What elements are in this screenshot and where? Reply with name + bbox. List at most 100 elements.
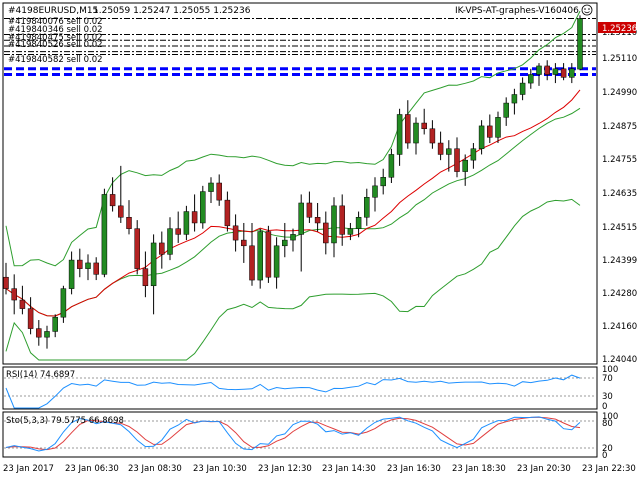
rsi-line bbox=[5, 374, 581, 409]
candle-body bbox=[511, 94, 518, 104]
candle-body bbox=[232, 225, 239, 241]
stoch-panel[interactable] bbox=[2, 411, 598, 458]
candle-body bbox=[249, 245, 255, 281]
ohlc-label: 1.25059 1.25247 1.25055 1.25236 bbox=[93, 6, 251, 16]
candle-body bbox=[134, 228, 140, 269]
candle-body bbox=[487, 125, 493, 138]
candle-body bbox=[290, 234, 296, 241]
smiley-icon[interactable] bbox=[581, 4, 593, 16]
stoch-signal-line bbox=[5, 416, 581, 451]
candle-body bbox=[85, 262, 91, 269]
expert-name: IK-VPS-AT-graphes-V160406 bbox=[455, 6, 579, 16]
candle-body bbox=[167, 228, 173, 255]
candle-body bbox=[396, 114, 403, 155]
candle-body bbox=[142, 268, 149, 287]
time-tick: 23 Jan 16:30 bbox=[387, 464, 441, 474]
candle-body bbox=[27, 308, 34, 329]
candle-body bbox=[11, 288, 17, 301]
candle-body bbox=[118, 205, 124, 218]
candle-body bbox=[503, 102, 509, 118]
candle-body bbox=[454, 148, 460, 172]
candle-body bbox=[388, 154, 395, 178]
price-tick: 1.24515 bbox=[602, 223, 637, 233]
price-tick: 1.24635 bbox=[602, 189, 637, 199]
price-tick: 1.24990 bbox=[602, 88, 637, 98]
candle-body bbox=[560, 68, 567, 78]
candle-body bbox=[536, 65, 542, 75]
rsi-tick: 0 bbox=[602, 402, 607, 412]
candle-body bbox=[495, 117, 501, 138]
candle-body bbox=[569, 68, 575, 78]
stoch-main-line bbox=[5, 416, 581, 452]
candle-body bbox=[380, 177, 386, 187]
candle-body bbox=[60, 288, 67, 318]
candle-body bbox=[429, 128, 436, 144]
candle-body bbox=[77, 259, 83, 269]
candle-body bbox=[306, 202, 313, 218]
candle-body bbox=[413, 122, 419, 144]
candle-body bbox=[314, 217, 321, 224]
time-tick: 23 Jan 2017 bbox=[3, 464, 54, 474]
candle-body bbox=[265, 231, 272, 278]
candle-body bbox=[19, 299, 26, 309]
candle-body bbox=[421, 122, 427, 130]
candle-body bbox=[257, 231, 263, 281]
candle-body bbox=[552, 68, 559, 75]
candle-body bbox=[224, 199, 231, 227]
candle-body bbox=[183, 211, 190, 235]
candle-body bbox=[372, 185, 378, 198]
time-axis: 23 Jan 2017 23 Jan 06:30 23 Jan 08:30 23… bbox=[3, 464, 636, 474]
candle-body bbox=[331, 205, 337, 244]
candle-body bbox=[200, 191, 206, 224]
time-tick: 23 Jan 08:30 bbox=[128, 464, 182, 474]
current-price-marker bbox=[598, 22, 636, 33]
time-tick: 23 Jan 06:30 bbox=[65, 464, 119, 474]
candle-body bbox=[282, 239, 288, 247]
time-tick: 23 Jan 22:30 bbox=[582, 464, 636, 474]
order-label: #419840475 sell 0.02 bbox=[8, 33, 103, 43]
candle-body bbox=[446, 148, 452, 155]
candle-body bbox=[577, 18, 583, 70]
candle-body bbox=[68, 259, 75, 289]
candle-body bbox=[216, 182, 222, 201]
candle-body bbox=[347, 228, 354, 235]
price-tick: 1.24160 bbox=[602, 322, 637, 332]
candle-body bbox=[405, 114, 411, 144]
time-tick: 23 Jan 14:30 bbox=[322, 464, 376, 474]
time-tick: 23 Jan 18:30 bbox=[452, 464, 506, 474]
time-tick: 23 Jan 20:30 bbox=[517, 464, 571, 474]
price-tick: 1.24875 bbox=[602, 122, 637, 132]
time-tick: 23 Jan 12:30 bbox=[258, 464, 312, 474]
candle-body bbox=[126, 217, 132, 229]
stoch-tick: 0 bbox=[602, 451, 607, 461]
rsi-tick: 100 bbox=[602, 365, 618, 375]
candle-body bbox=[273, 245, 280, 278]
stoch-tick: 20 bbox=[602, 444, 613, 454]
symbol-label: #4198EURUSD,M15 bbox=[8, 6, 98, 16]
stoch-title: Sto(5,3,3) 79.5775 66.8698 bbox=[6, 416, 124, 426]
price-axis: 1.25110 1.25110 1.24990 1.24875 1.24755 … bbox=[602, 28, 637, 365]
candle-body bbox=[241, 239, 247, 247]
candle-body bbox=[44, 331, 50, 338]
rsi-tick: 70 bbox=[602, 374, 613, 384]
candles bbox=[3, 15, 583, 349]
candle-body bbox=[191, 211, 198, 224]
order-label: #419840346 sell 0.02 bbox=[8, 25, 103, 35]
candle-body bbox=[52, 316, 58, 332]
candle-body bbox=[159, 242, 165, 255]
lower-band-line bbox=[5, 198, 581, 361]
candle-body bbox=[519, 82, 526, 95]
time-tick: 23 Jan 10:30 bbox=[193, 464, 247, 474]
candle-body bbox=[298, 202, 304, 235]
candle-body bbox=[478, 125, 485, 149]
candle-body bbox=[339, 205, 345, 235]
price-panel[interactable] bbox=[2, 2, 598, 365]
price-tick: 1.25110 bbox=[602, 54, 637, 64]
candle-body bbox=[109, 194, 116, 207]
price-tick: 1.24755 bbox=[602, 155, 637, 165]
candle-body bbox=[150, 242, 157, 287]
candle-body bbox=[323, 222, 329, 244]
candle-body bbox=[462, 159, 468, 172]
candle-body bbox=[544, 65, 550, 75]
